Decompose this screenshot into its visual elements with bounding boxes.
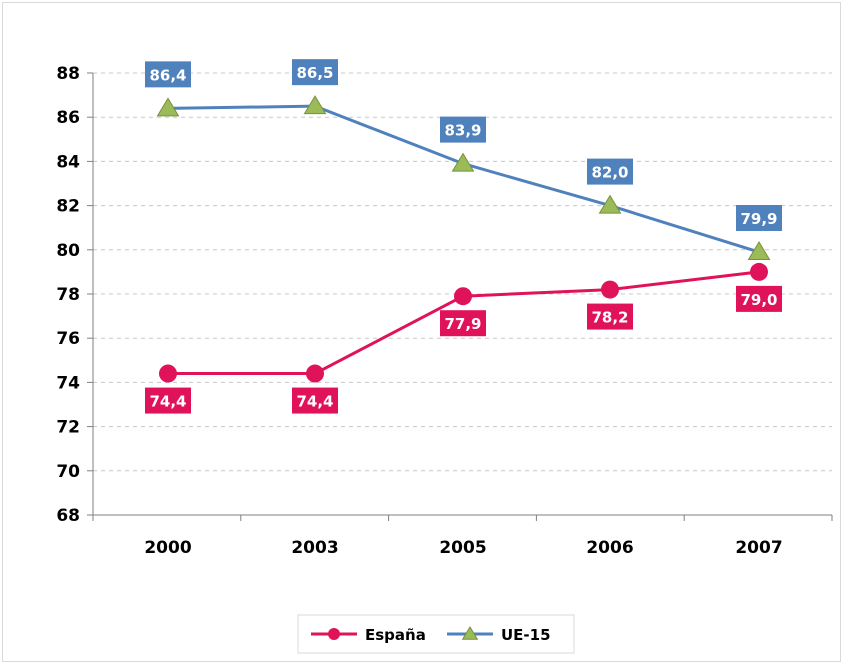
x-tick-label: 2000 [144,538,191,558]
data-point [747,241,771,261]
y-tick-label: 72 [56,418,80,438]
data-label: 86,5 [292,59,338,86]
axes [87,72,833,521]
data-point [159,364,177,383]
y-tick-label: 68 [56,506,80,526]
data-point [598,194,622,214]
data-label-text: 79,9 [740,210,777,228]
legend-label: UE-15 [501,626,551,644]
data-point [454,287,472,306]
data-point [451,152,475,172]
data-label-text: 78,2 [591,309,628,327]
data-label-text: 74,4 [149,393,186,411]
data-label: 77,9 [440,310,486,337]
x-tick-label: 2006 [586,538,633,558]
y-tick-label: 88 [56,64,80,84]
data-label-text: 86,5 [296,64,333,82]
x-tick-label: 2003 [291,538,338,558]
data-point [601,280,619,299]
data-label-box [587,303,633,330]
data-label-box [440,310,486,337]
data-label-box [145,61,191,88]
y-axis-ticks: 68 70 72 74 76 78 80 82 84 86 88 [56,64,80,526]
y-tick-label: 80 [56,241,80,261]
data-point [303,95,327,115]
data-label: 78,2 [587,303,633,330]
series-espa-a [159,262,768,383]
data-point [156,97,180,117]
x-tick-label: 2007 [735,538,782,558]
data-label: 79,9 [736,205,782,232]
data-label: 79,0 [736,285,782,312]
y-tick-label: 70 [56,462,80,482]
legend: España UE-15 [297,614,575,654]
data-label: 82,0 [587,158,633,185]
data-label: 83,9 [440,116,486,143]
data-label-text: 83,9 [444,122,481,140]
data-label-box [145,387,191,414]
series-group [156,95,771,383]
data-label-box [587,158,633,185]
data-label: 74,4 [292,387,338,414]
y-tick-label: 78 [56,285,80,305]
data-point [750,262,768,281]
data-label-box [736,205,782,232]
y-tick-label: 74 [56,373,80,393]
legend-marker [328,628,340,640]
y-tick-label: 86 [56,108,80,128]
legend-label: España [365,626,426,644]
legend-item: UE-15 [447,626,551,644]
data-label: 86,4 [145,61,191,88]
legend-item: España [311,626,426,644]
data-label-box [440,116,486,143]
data-label-text: 77,9 [444,315,481,333]
y-tick-label: 82 [56,197,80,217]
series-ue-15 [156,95,771,261]
data-label-text: 74,4 [296,393,333,411]
data-label: 74,4 [145,387,191,414]
x-tick-label: 2005 [439,538,486,558]
data-labels: 74,4 74,4 77,9 78,2 79,0 86,4 86,5 83,9 82,0 79,9 [145,59,782,414]
x-axis-ticks: 2000 2003 2005 2006 2007 [144,538,782,558]
y-tick-label: 76 [56,329,80,349]
y-tick-label: 84 [56,152,80,172]
data-point [306,364,324,383]
data-label-text: 86,4 [149,66,186,84]
data-label-text: 79,0 [740,291,777,309]
data-label-box [736,285,782,312]
data-label-text: 82,0 [591,164,628,182]
data-label-box [292,387,338,414]
legend-marker [461,626,479,640]
data-label-box [292,59,338,86]
